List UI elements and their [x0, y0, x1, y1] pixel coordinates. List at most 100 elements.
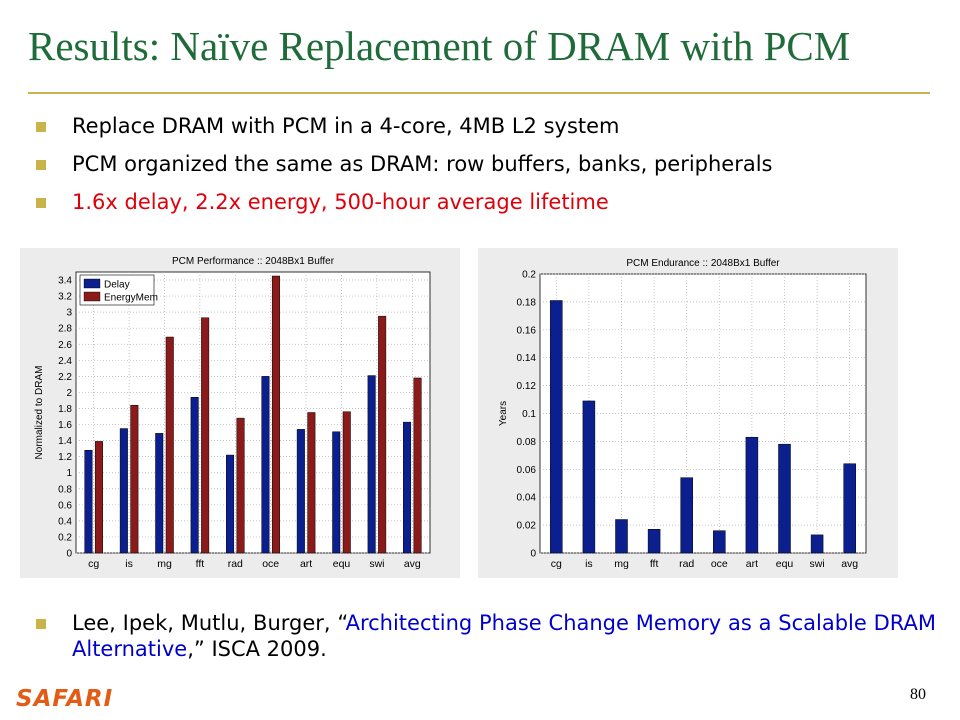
x-tick-label: mg — [157, 558, 172, 570]
reference-authors: Lee, Ipek, Mutlu, Burger, — [72, 611, 338, 635]
legend-swatch — [83, 291, 101, 302]
bullet-item: PCM organized the same as DRAM: row buff… — [36, 151, 936, 177]
y-tick-label: 2.4 — [58, 356, 72, 367]
bullet-square-icon — [36, 198, 46, 208]
bullet-text: PCM organized the same as DRAM: row buff… — [72, 152, 773, 176]
bar-years — [647, 529, 661, 554]
bar-years — [843, 463, 856, 554]
bar-delay — [332, 431, 341, 554]
bar-years — [778, 443, 791, 554]
y-tick-label: 1.8 — [58, 404, 72, 415]
bar-energymem — [236, 417, 245, 554]
x-tick-label: rad — [228, 558, 243, 570]
x-tick-label: rad — [679, 558, 694, 570]
reference-paper-link[interactable]: Architecting Phase Change Memory as a Sc… — [72, 611, 936, 661]
x-tick-label: equ — [333, 558, 351, 570]
legend-label: Delay — [104, 280, 130, 291]
bar-years — [745, 436, 759, 554]
reference-open-quote: “ — [337, 611, 346, 635]
bar-energymem — [271, 275, 280, 554]
chart-title: PCM Endurance :: 2048Bx1 Buffer — [626, 258, 780, 269]
y-tick-label: 0.06 — [517, 465, 537, 476]
x-tick-label: oce — [262, 558, 279, 570]
y-tick-label: 0.02 — [517, 521, 537, 532]
bar-years — [680, 477, 693, 554]
bar-energymem — [94, 441, 103, 554]
bar-energymem — [130, 405, 139, 554]
x-tick-label: avg — [841, 558, 858, 570]
y-tick-label: 0 — [530, 549, 536, 560]
bar-delay — [155, 433, 164, 554]
bar-energymem — [307, 412, 316, 554]
x-tick-label: avg — [404, 558, 421, 570]
y-tick-label: 0.4 — [58, 516, 72, 527]
bullet-text-highlight: 1.6x delay, 2.2x energy, 500-hour averag… — [72, 190, 609, 214]
y-tick-label: 0.2 — [522, 270, 536, 281]
bullet-square-icon — [36, 619, 46, 629]
chart-title: PCM Performance :: 2048Bx1 Buffer — [172, 256, 335, 267]
y-axis-label: Years — [498, 401, 509, 426]
bullet-item: 1.6x delay, 2.2x energy, 500-hour averag… — [36, 189, 936, 215]
bar-delay — [190, 396, 199, 554]
reference: Lee, Ipek, Mutlu, Burger, “Architecting … — [36, 610, 936, 674]
bar-energymem — [342, 411, 351, 554]
x-tick-label: art — [300, 558, 312, 570]
bar-delay — [226, 454, 235, 554]
reference-item: Lee, Ipek, Mutlu, Burger, “Architecting … — [36, 610, 936, 662]
bar-years — [713, 530, 726, 554]
reference-venue: ,” ISCA 2009. — [187, 637, 327, 661]
y-tick-label: 1 — [66, 468, 72, 479]
x-tick-label: is — [125, 558, 133, 570]
bar-energymem — [378, 315, 387, 554]
bar-delay — [403, 421, 412, 554]
y-tick-label: 2.8 — [58, 324, 72, 335]
y-tick-label: 3.2 — [58, 292, 72, 303]
x-tick-label: cg — [88, 558, 99, 570]
y-tick-label: 1.6 — [58, 420, 72, 431]
bar-years — [810, 534, 824, 554]
safari-logo: SAFARI — [16, 686, 114, 712]
y-tick-label: 3 — [66, 308, 72, 319]
x-tick-label: is — [585, 558, 593, 570]
x-tick-label: equ — [776, 558, 794, 570]
x-tick-label: mg — [614, 558, 629, 570]
bar-energymem — [201, 317, 210, 554]
y-tick-label: 0.16 — [517, 325, 537, 336]
bar-delay — [261, 376, 270, 554]
y-tick-label: 0.18 — [517, 297, 537, 308]
legend-label: EnergyMem — [104, 293, 158, 304]
y-tick-label: 2 — [66, 388, 72, 399]
legend-swatch — [83, 278, 101, 289]
y-tick-label: 0.14 — [517, 353, 537, 364]
y-tick-label: 0.08 — [517, 437, 537, 448]
bar-delay — [119, 428, 128, 554]
title-divider — [28, 92, 930, 94]
bar-years — [582, 400, 596, 554]
y-tick-label: 1.4 — [58, 436, 72, 447]
y-tick-label: 1.2 — [58, 452, 72, 463]
bar-energymem — [165, 336, 174, 554]
bullet-square-icon — [36, 122, 46, 132]
y-tick-label: 0.04 — [517, 493, 537, 504]
y-tick-label: 2.6 — [58, 340, 72, 351]
y-tick-label: 3.4 — [58, 276, 72, 287]
y-tick-label: 2.2 — [58, 372, 72, 383]
bullet-list: Replace DRAM with PCM in a 4-core, 4MB L… — [36, 113, 936, 227]
bar-energymem — [413, 377, 422, 554]
x-tick-label: oce — [711, 558, 728, 570]
y-tick-label: 0 — [66, 549, 72, 560]
x-tick-label: swi — [369, 558, 384, 570]
x-tick-label: cg — [551, 558, 562, 570]
y-tick-label: 0.8 — [58, 484, 72, 495]
y-tick-label: 0.6 — [58, 500, 72, 511]
y-tick-label: 0.2 — [58, 532, 72, 543]
x-tick-label: fft — [196, 558, 205, 570]
x-tick-label: fft — [650, 558, 659, 570]
bullet-square-icon — [36, 160, 46, 170]
slide-title: Results: Naïve Replacement of DRAM with … — [28, 23, 851, 69]
bar-delay — [367, 375, 376, 554]
y-tick-label: 0.1 — [522, 409, 536, 420]
bullet-item: Replace DRAM with PCM in a 4-core, 4MB L… — [36, 113, 936, 139]
